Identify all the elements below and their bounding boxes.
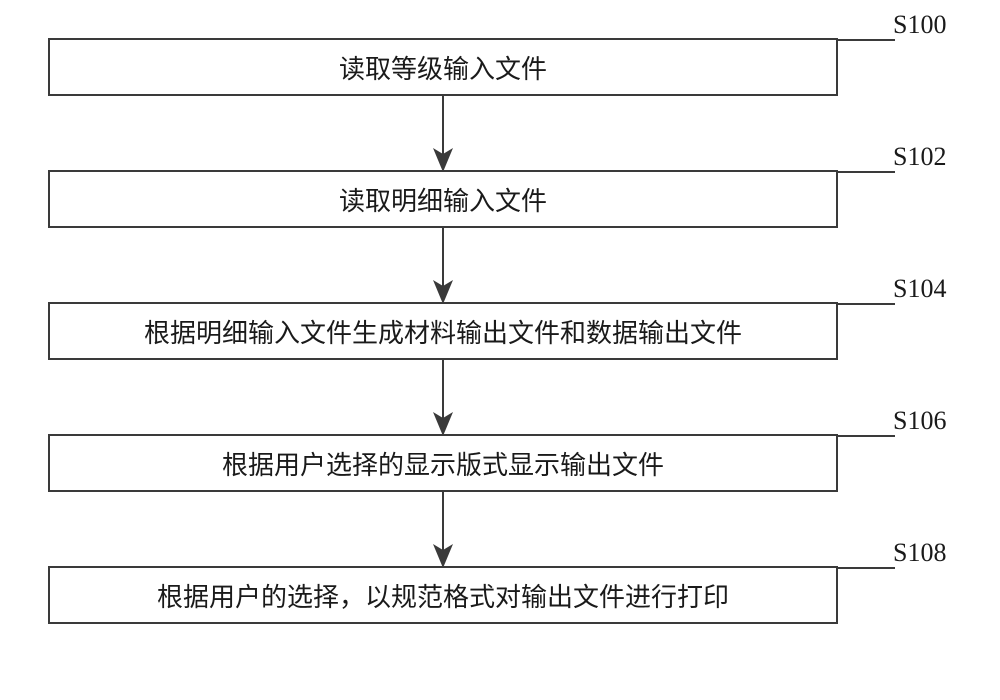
step-label-s100: S100 (893, 10, 946, 40)
flow-step-0: 读取等级输入文件 (48, 38, 838, 96)
flow-step-4: 根据用户的选择，以规范格式对输出文件进行打印 (48, 566, 838, 624)
step-label-s102: S102 (893, 142, 946, 172)
flowchart-canvas: 读取等级输入文件读取明细输入文件根据明细输入文件生成材料输出文件和数据输出文件根… (0, 0, 1000, 700)
flow-step-1: 读取明细输入文件 (48, 170, 838, 228)
flow-step-text: 根据用户选择的显示版式显示输出文件 (222, 445, 664, 482)
step-label-s108: S108 (893, 538, 946, 568)
flow-step-text: 根据用户的选择，以规范格式对输出文件进行打印 (157, 577, 729, 614)
flow-step-text: 读取等级输入文件 (339, 49, 547, 86)
flow-step-3: 根据用户选择的显示版式显示输出文件 (48, 434, 838, 492)
step-label-s104: S104 (893, 274, 946, 304)
step-label-s106: S106 (893, 406, 946, 436)
flow-step-2: 根据明细输入文件生成材料输出文件和数据输出文件 (48, 302, 838, 360)
flow-step-text: 根据明细输入文件生成材料输出文件和数据输出文件 (144, 313, 742, 350)
flow-step-text: 读取明细输入文件 (339, 181, 547, 218)
